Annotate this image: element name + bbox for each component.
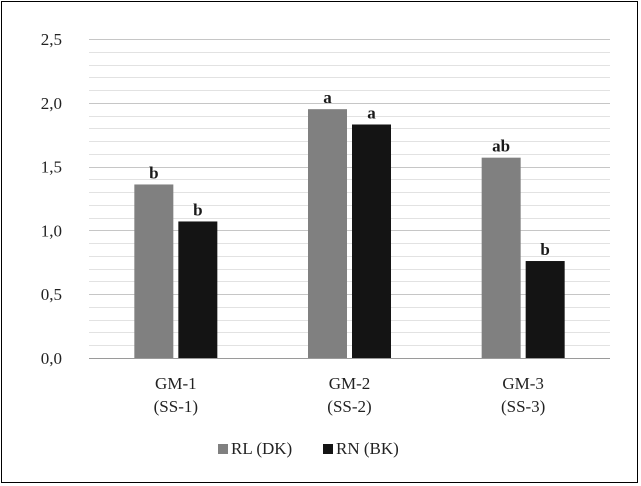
significance-letter: b — [193, 200, 202, 219]
legend-label: RN (BK) — [336, 439, 399, 458]
significance-letter: b — [149, 163, 158, 182]
bar — [308, 109, 347, 359]
significance-letter: a — [367, 103, 376, 122]
y-tick-label: 2,0 — [41, 94, 62, 113]
bar — [134, 184, 174, 358]
legend-swatch — [218, 444, 228, 454]
y-axis-ticks: 0,0 0,5 1,0 1,5 2,0 2,5 — [41, 30, 62, 368]
y-tick-label: 0,0 — [41, 349, 62, 368]
y-tick-label: 2,5 — [41, 30, 62, 49]
legend-swatch — [323, 444, 333, 454]
x-category-label: (SS-2) — [327, 397, 371, 416]
x-category-label: GM-1 — [155, 374, 197, 393]
bar — [481, 157, 521, 358]
x-category-label: GM-3 — [502, 374, 544, 393]
grid-lines — [89, 39, 610, 359]
x-category-label: GM-2 — [329, 374, 371, 393]
y-tick-label: 0,5 — [41, 285, 62, 304]
bar — [178, 221, 218, 358]
legend: RL (DK) RN (BK) — [218, 439, 399, 458]
bar — [525, 261, 565, 358]
bars: b b a a ab b — [134, 88, 565, 359]
legend-label: RL (DK) — [231, 439, 292, 458]
significance-letter: ab — [492, 137, 510, 156]
y-tick-label: 1,5 — [41, 158, 62, 177]
x-category-label: (SS-1) — [154, 397, 198, 416]
x-category-label: (SS-3) — [501, 397, 545, 416]
bar — [352, 124, 391, 358]
significance-letter: b — [540, 240, 549, 259]
x-axis-categories: GM-1 (SS-1) GM-2 (SS-2) GM-3 (SS-3) — [154, 374, 546, 416]
significance-letter: a — [323, 88, 332, 107]
y-tick-label: 1,0 — [41, 221, 62, 240]
